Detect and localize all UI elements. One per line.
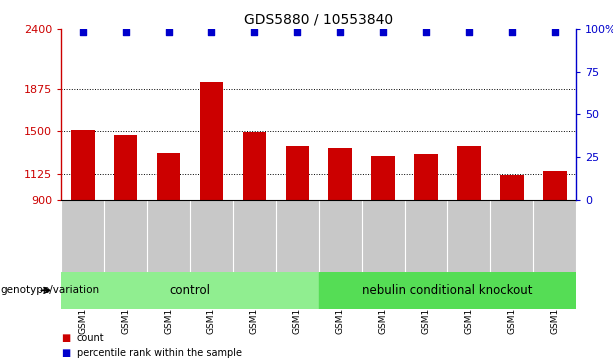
Point	[292, 29, 302, 35]
Text: ■: ■	[61, 333, 70, 343]
Text: ■: ■	[61, 347, 70, 358]
Point	[378, 29, 388, 35]
Bar	[61, 272, 319, 309]
Point	[207, 29, 216, 35]
Title: GDS5880 / 10553840: GDS5880 / 10553840	[244, 12, 394, 26]
Bar	[157, 153, 180, 200]
Point	[421, 29, 431, 35]
Point	[335, 29, 345, 35]
Bar	[371, 156, 395, 200]
Bar	[543, 171, 566, 200]
Bar	[329, 148, 352, 200]
Bar	[114, 135, 137, 200]
Text: percentile rank within the sample: percentile rank within the sample	[77, 347, 242, 358]
Point	[550, 29, 560, 35]
Text: genotype/variation: genotype/variation	[1, 285, 100, 295]
Bar	[286, 146, 309, 200]
Point	[164, 29, 173, 35]
Text: control: control	[170, 284, 210, 297]
Point	[464, 29, 474, 35]
Bar	[71, 130, 94, 200]
Bar	[200, 82, 223, 200]
Text: nebulin conditional knockout: nebulin conditional knockout	[362, 284, 533, 297]
Point	[249, 29, 259, 35]
Text: count: count	[77, 333, 104, 343]
Bar	[457, 146, 481, 200]
Point	[121, 29, 131, 35]
Bar	[500, 175, 524, 200]
Point	[78, 29, 88, 35]
Bar	[414, 154, 438, 200]
Bar	[319, 272, 576, 309]
Bar	[243, 132, 266, 200]
Point	[507, 29, 517, 35]
